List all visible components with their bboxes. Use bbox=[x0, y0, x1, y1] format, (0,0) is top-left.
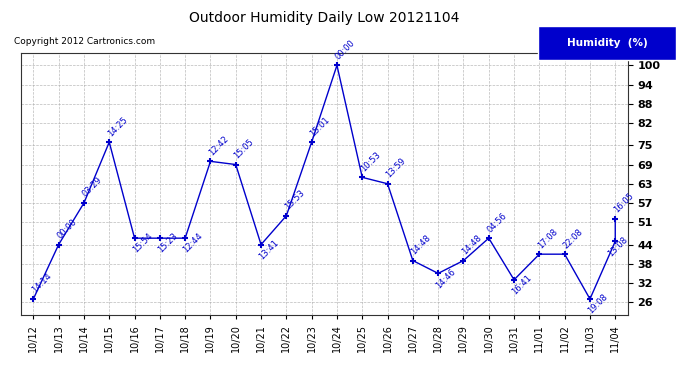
Text: 13:59: 13:59 bbox=[384, 156, 407, 180]
Text: 15:23: 15:23 bbox=[156, 232, 179, 255]
Text: 13:08: 13:08 bbox=[606, 235, 629, 258]
Text: 00:00: 00:00 bbox=[55, 217, 78, 240]
Text: 15:05: 15:05 bbox=[232, 137, 255, 160]
Text: 14:48: 14:48 bbox=[460, 233, 483, 256]
Text: 14:48: 14:48 bbox=[409, 233, 433, 256]
Text: Humidity  (%): Humidity (%) bbox=[566, 38, 648, 48]
Text: 15:01: 15:01 bbox=[308, 115, 331, 138]
Text: 19:08: 19:08 bbox=[586, 292, 609, 316]
Text: 22:08: 22:08 bbox=[561, 227, 584, 250]
Text: 15:53: 15:53 bbox=[283, 188, 306, 211]
Text: 12:44: 12:44 bbox=[181, 232, 205, 255]
Text: 04:56: 04:56 bbox=[485, 211, 509, 234]
Text: 16:41: 16:41 bbox=[511, 273, 533, 297]
Text: 14:14: 14:14 bbox=[30, 272, 53, 295]
Text: Outdoor Humidity Daily Low 20121104: Outdoor Humidity Daily Low 20121104 bbox=[189, 11, 460, 25]
Text: 15:54: 15:54 bbox=[131, 232, 154, 255]
Text: Copyright 2012 Cartronics.com: Copyright 2012 Cartronics.com bbox=[14, 38, 155, 46]
Text: 03:29: 03:29 bbox=[80, 176, 104, 199]
Text: 00:00: 00:00 bbox=[333, 38, 357, 61]
Text: 12:42: 12:42 bbox=[207, 134, 230, 157]
Text: 13:41: 13:41 bbox=[257, 238, 281, 261]
Text: 14:25: 14:25 bbox=[106, 115, 129, 138]
Text: 17:08: 17:08 bbox=[535, 226, 559, 250]
Text: 10:53: 10:53 bbox=[359, 150, 382, 173]
Text: 16:05: 16:05 bbox=[611, 192, 635, 215]
Text: 14:46: 14:46 bbox=[435, 267, 457, 290]
